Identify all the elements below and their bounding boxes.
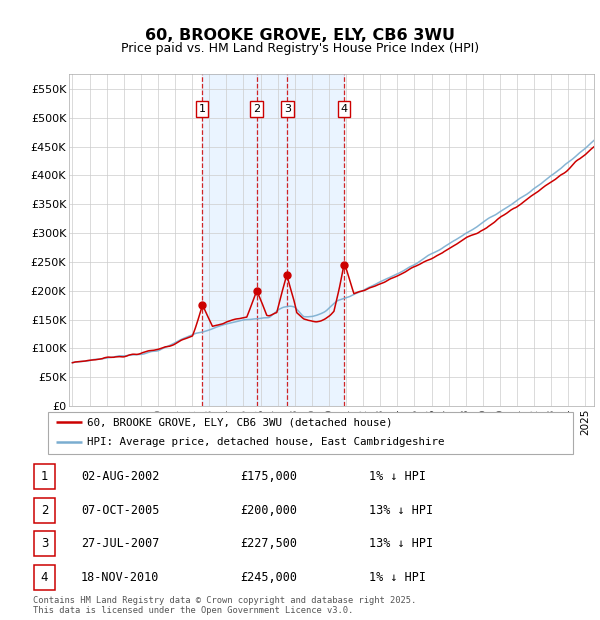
Text: 07-OCT-2005: 07-OCT-2005 xyxy=(81,504,160,516)
Text: £227,500: £227,500 xyxy=(240,538,297,550)
Bar xyxy=(287,74,344,406)
Text: Contains HM Land Registry data © Crown copyright and database right 2025.
This d: Contains HM Land Registry data © Crown c… xyxy=(33,596,416,615)
Text: 27-JUL-2007: 27-JUL-2007 xyxy=(81,538,160,550)
Text: £245,000: £245,000 xyxy=(240,571,297,583)
Text: 3: 3 xyxy=(284,104,291,114)
Text: 13% ↓ HPI: 13% ↓ HPI xyxy=(369,504,433,516)
FancyBboxPatch shape xyxy=(34,464,55,489)
Text: 18-NOV-2010: 18-NOV-2010 xyxy=(81,571,160,583)
Bar xyxy=(202,74,257,406)
Text: 1% ↓ HPI: 1% ↓ HPI xyxy=(369,571,426,583)
FancyBboxPatch shape xyxy=(34,531,55,556)
Text: 60, BROOKE GROVE, ELY, CB6 3WU (detached house): 60, BROOKE GROVE, ELY, CB6 3WU (detached… xyxy=(88,417,393,427)
Text: 60, BROOKE GROVE, ELY, CB6 3WU: 60, BROOKE GROVE, ELY, CB6 3WU xyxy=(145,29,455,43)
FancyBboxPatch shape xyxy=(34,565,55,590)
Text: £200,000: £200,000 xyxy=(240,504,297,516)
FancyBboxPatch shape xyxy=(34,498,55,523)
Text: 2: 2 xyxy=(41,504,48,516)
FancyBboxPatch shape xyxy=(48,412,573,454)
Text: 3: 3 xyxy=(41,538,48,550)
Text: 4: 4 xyxy=(340,104,347,114)
Text: £175,000: £175,000 xyxy=(240,471,297,483)
Text: HPI: Average price, detached house, East Cambridgeshire: HPI: Average price, detached house, East… xyxy=(88,437,445,447)
Text: 1% ↓ HPI: 1% ↓ HPI xyxy=(369,471,426,483)
Text: 2: 2 xyxy=(253,104,260,114)
Text: 1: 1 xyxy=(199,104,206,114)
Text: 13% ↓ HPI: 13% ↓ HPI xyxy=(369,538,433,550)
Bar xyxy=(257,74,287,406)
Text: 4: 4 xyxy=(41,571,48,583)
Text: Price paid vs. HM Land Registry's House Price Index (HPI): Price paid vs. HM Land Registry's House … xyxy=(121,42,479,55)
Text: 02-AUG-2002: 02-AUG-2002 xyxy=(81,471,160,483)
Text: 1: 1 xyxy=(41,471,48,483)
